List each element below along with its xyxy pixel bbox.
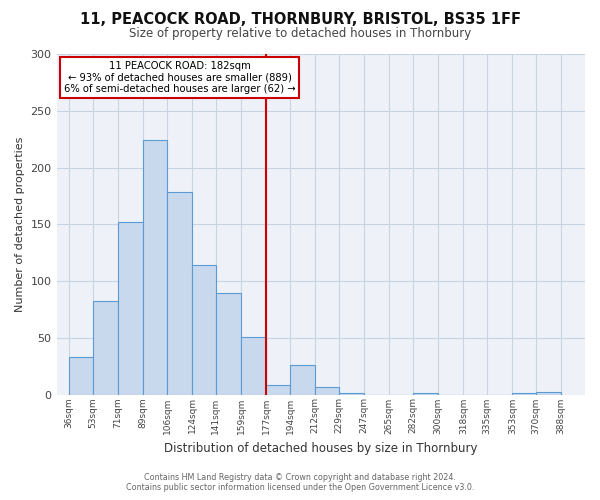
Y-axis label: Number of detached properties: Number of detached properties [15, 136, 25, 312]
Bar [143, 140, 167, 394]
Bar [93, 302, 118, 394]
Bar [241, 336, 266, 394]
Text: 11, PEACOCK ROAD, THORNBURY, BRISTOL, BS35 1FF: 11, PEACOCK ROAD, THORNBURY, BRISTOL, BS… [79, 12, 521, 28]
Bar [315, 386, 339, 394]
Bar [167, 192, 192, 394]
Text: Size of property relative to detached houses in Thornbury: Size of property relative to detached ho… [129, 28, 471, 40]
Bar [536, 392, 561, 394]
Text: 11 PEACOCK ROAD: 182sqm
← 93% of detached houses are smaller (889)
6% of semi-de: 11 PEACOCK ROAD: 182sqm ← 93% of detache… [64, 61, 295, 94]
Bar [69, 357, 93, 395]
Bar [118, 222, 143, 394]
Bar [290, 365, 315, 394]
Bar [266, 386, 290, 394]
Bar [216, 294, 241, 394]
Bar [192, 265, 216, 394]
X-axis label: Distribution of detached houses by size in Thornbury: Distribution of detached houses by size … [164, 442, 478, 455]
Text: Contains HM Land Registry data © Crown copyright and database right 2024.
Contai: Contains HM Land Registry data © Crown c… [126, 473, 474, 492]
